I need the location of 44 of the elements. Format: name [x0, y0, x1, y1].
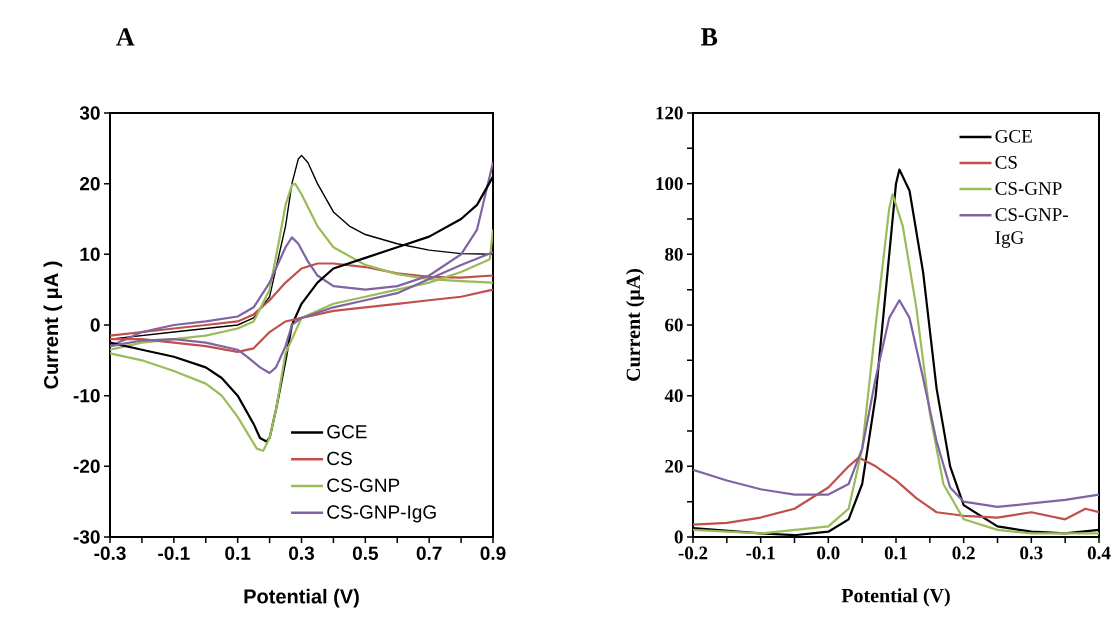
line-series [693, 299, 1099, 509]
x-tick-label: 0.9 [480, 546, 506, 560]
y-tick-label: 100 [656, 177, 683, 191]
y-tick-label: 60 [665, 318, 683, 332]
x-tick-label: -0.3 [94, 546, 126, 560]
y-tick-label: 80 [665, 247, 683, 261]
x-tick-label: 0.1 [225, 546, 251, 560]
legend-label: CS-GNP-IgG [327, 505, 436, 523]
y-tick-label: 0 [674, 530, 683, 544]
legend-label: CS-GNP-IgG [995, 208, 1068, 248]
y-tick-label: 30 [79, 106, 100, 120]
x-tick-label: -0.1 [158, 546, 190, 560]
legend-label: GCE [995, 129, 1032, 143]
y-axis-title: Current ( μA ) [43, 261, 63, 389]
x-tick-label: 0.4 [1087, 546, 1111, 560]
y-tick-label: 120 [656, 106, 683, 120]
y-tick-label: 20 [80, 176, 100, 191]
x-tick-label: 0.1 [884, 546, 907, 560]
x-tick-label: 0.2 [952, 546, 975, 560]
chart-title: B [701, 28, 718, 46]
legend-label: GCE [327, 425, 367, 439]
y-tick-label: -20 [73, 459, 100, 474]
x-tick-label: 0.7 [416, 546, 442, 560]
legend-label: CS-GNP [327, 478, 400, 492]
y-tick-label: 20 [665, 459, 683, 473]
line-series [693, 456, 1099, 526]
x-tick-label: 0.5 [352, 546, 379, 560]
y-tick-label: -10 [73, 388, 100, 403]
x-tick-label: 0.0 [817, 546, 840, 560]
x-tick-label: 0.3 [1020, 546, 1043, 560]
y-tick-label: 0 [90, 318, 100, 332]
chart-title: A [116, 28, 135, 46]
x-tick-label: -0.2 [678, 546, 708, 560]
legend-label: CS [995, 155, 1017, 169]
y-axis-title: Current (μA) [625, 269, 645, 381]
legend-label: CS [327, 451, 352, 466]
x-axis-title: Potential (V) [244, 588, 359, 608]
x-tick-label: 0.3 [289, 546, 315, 560]
x-tick-label: -0.1 [746, 546, 775, 560]
y-tick-label: 40 [664, 389, 683, 403]
legend-label: CS-GNP [995, 182, 1062, 195]
y-tick-label: -30 [73, 530, 100, 544]
y-tick-label: 10 [80, 247, 100, 262]
x-axis-title: Potential (V) [841, 588, 950, 607]
